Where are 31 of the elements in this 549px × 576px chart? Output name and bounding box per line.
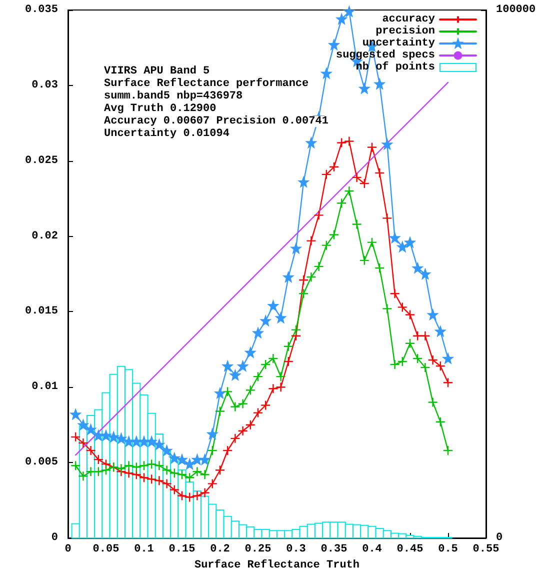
annotation: Avg Truth 0.12900 [104, 103, 216, 115]
y-tick-label: 0.01 [32, 381, 58, 394]
y-tick-label: 0.02 [32, 230, 58, 242]
x-tick-label: 0.55 [472, 544, 500, 556]
x-axis-title: Surface Reflectance Truth [194, 558, 360, 572]
y2-tick-label: 100000 [496, 4, 536, 16]
x-tick-label: 0 [64, 544, 72, 556]
y-tick-label: 0.005 [24, 456, 58, 469]
annotation: Uncertainty 0.01094 [104, 128, 230, 140]
x-tick-label: 0.45 [396, 544, 424, 556]
annotation: VIIRS APU Band 5 [104, 66, 210, 78]
y-tick-label: 0.035 [24, 4, 58, 16]
x-tick-label: 0.1 [134, 544, 154, 556]
x-tick-label: 0.2 [210, 544, 230, 556]
x-tick-label: 0.25 [244, 544, 272, 556]
legend-label: precision [376, 26, 435, 38]
y-tick-label: 0 [51, 532, 58, 544]
y-tick-label: 0.025 [24, 154, 58, 167]
y-tick-label: 0.015 [24, 306, 58, 318]
y2-tick-label: 0 [496, 532, 503, 544]
x-tick-label: 0.15 [168, 544, 196, 556]
x-tick-label: 0.35 [320, 544, 348, 556]
annotation: Surface Reflectance performance [104, 77, 310, 90]
x-tick-label: 0.5 [438, 544, 458, 556]
annotation: summ.band5 nbp=436978 [104, 90, 244, 102]
x-tick-label: 0.05 [92, 544, 120, 556]
legend-label: accuracy [382, 14, 436, 26]
x-tick-label: 0.3 [286, 544, 306, 556]
y-tick-label: 0.03 [32, 79, 58, 92]
x-tick-label: 0.4 [362, 544, 382, 556]
annotation: Accuracy 0.00607 Precision 0.00741 [104, 116, 329, 128]
